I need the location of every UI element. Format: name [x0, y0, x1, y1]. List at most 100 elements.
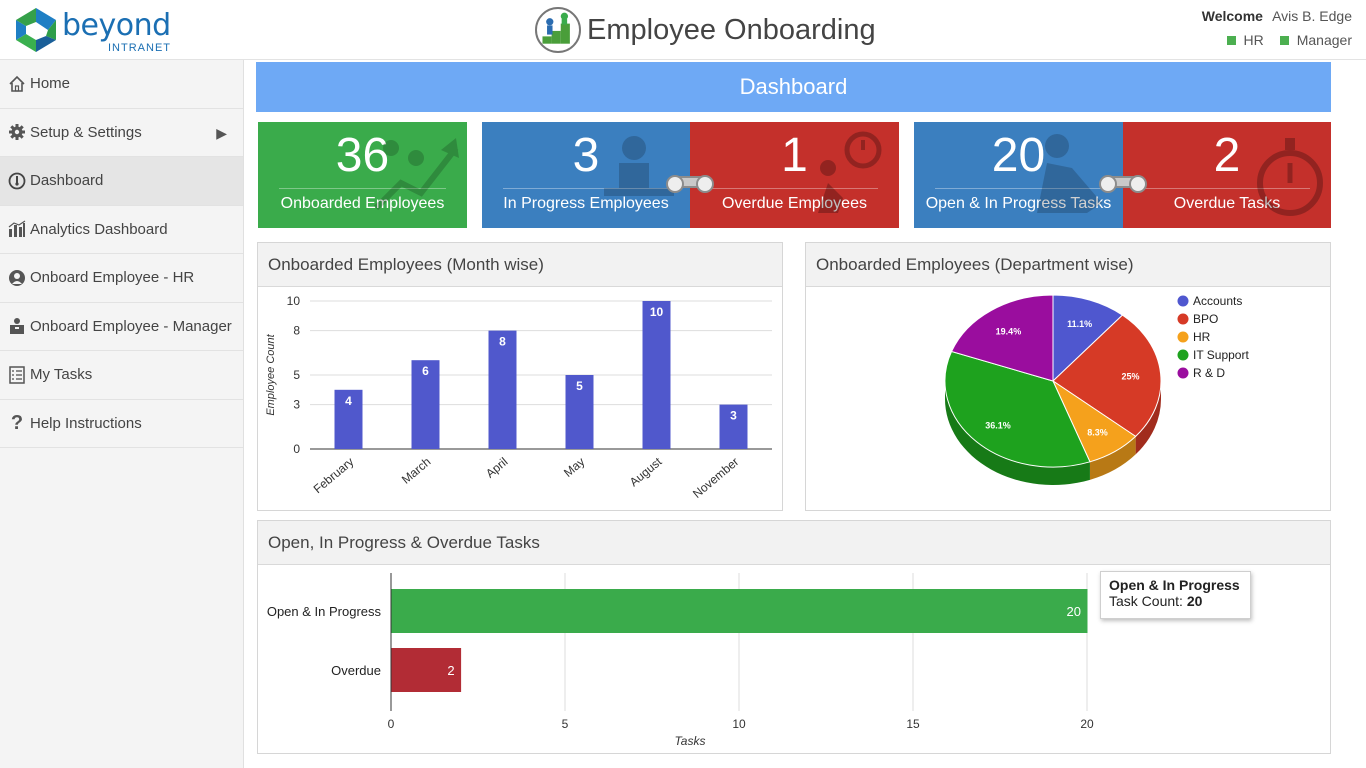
role-manager[interactable]: Manager — [1279, 32, 1352, 48]
header: beyond INTRANET Employee Onboarding Welc… — [0, 0, 1366, 60]
kpi-value: 36 — [335, 129, 390, 182]
tooltip-title: Open & In Progress — [1109, 577, 1240, 593]
x-tick-label: November — [690, 455, 741, 501]
logo-wordmark: beyond — [62, 8, 171, 43]
question-icon: ? — [10, 411, 24, 434]
sidebar-item-label: Dashboard — [30, 172, 104, 190]
pie-slice — [1052, 314, 1162, 438]
sidebar: Home Setup & Settings ▶ Dashboard Analyt… — [0, 60, 244, 768]
divider — [710, 188, 879, 189]
kpi-value: 3 — [572, 129, 600, 182]
bar — [565, 375, 594, 449]
x-tick-label: 5 — [562, 717, 569, 731]
legend-label: BPO — [1193, 312, 1218, 326]
gear-icon — [8, 123, 26, 141]
y-tick-label: Open & In Progress — [267, 604, 382, 619]
user-name[interactable]: Avis B. Edge — [1272, 8, 1352, 24]
kpi-label: Overdue Employees — [722, 195, 867, 212]
sidebar-item-help-instructions[interactable]: ? Help Instructions — [0, 400, 243, 448]
panel-title: Onboarded Employees (Department wise) — [806, 243, 1330, 287]
x-tick-label: 15 — [906, 717, 920, 731]
y-tick-label: 8 — [293, 324, 300, 338]
sidebar-item-dashboard[interactable]: Dashboard — [0, 157, 243, 206]
sidebar-item-label: Setup & Settings — [30, 123, 142, 141]
caret-right-icon: ▶ — [216, 124, 227, 141]
sidebar-item-label: Help Instructions — [30, 414, 142, 432]
bar-value-label: 4 — [345, 394, 352, 408]
bar-value-label: 6 — [422, 364, 429, 378]
pie-slice-label: 25% — [1121, 372, 1139, 382]
x-tick-label: August — [627, 454, 665, 489]
x-tick-label: 10 — [732, 717, 746, 731]
panel-month-wise: Onboarded Employees (Month wise) 0 3 5 8 10 E… — [257, 242, 783, 511]
panel-tasks: Open, In Progress & Overdue Tasks 0 5 10 15… — [257, 520, 1331, 754]
sidebar-item-my-tasks[interactable]: My Tasks — [0, 351, 243, 400]
pie-slice-side — [945, 381, 1090, 485]
sidebar-item-onboard-employee-manager[interactable]: Onboard Employee - Manager — [0, 303, 243, 351]
kpi-label: In Progress Employees — [503, 195, 669, 212]
kpi-open-in-progress-tasks[interactable]: 20 Open & In Progress Tasks — [914, 122, 1123, 228]
x-tick-label: 20 — [1080, 717, 1094, 731]
bar — [719, 404, 748, 449]
kpi-value: 20 — [991, 129, 1046, 182]
sidebar-item-home[interactable]: Home — [0, 60, 243, 109]
sidebar-item-label: Analytics Dashboard — [30, 220, 168, 238]
kpi-overdue-tasks[interactable]: 2 Overdue Tasks — [1123, 122, 1331, 228]
worker-icon — [1037, 134, 1102, 213]
panel-department-wise: Onboarded Employees (Department wise) 11… — [805, 242, 1331, 511]
legend-label: R & D — [1193, 366, 1225, 380]
tooltip-body: Task Count: 20 — [1109, 593, 1203, 609]
sidebar-item-analytics-dashboard[interactable]: Analytics Dashboard — [0, 206, 243, 254]
home-icon — [8, 75, 26, 93]
role-list: HR Manager — [1202, 32, 1352, 48]
dashboard-icon — [8, 172, 26, 190]
running-clock-icon — [818, 131, 882, 213]
bar — [488, 330, 517, 449]
pie-slice-label: 19.4% — [996, 326, 1022, 336]
divider — [502, 188, 670, 189]
chart-tooltip: Open & In Progress Task Count: 20 — [1100, 571, 1251, 619]
logo-subtitle: INTRANET — [108, 42, 171, 54]
kpi-label: Onboarded Employees — [280, 195, 445, 212]
bar — [334, 389, 363, 449]
divider — [278, 188, 447, 189]
sidebar-item-setup-settings[interactable]: Setup & Settings ▶ — [0, 109, 243, 157]
bar — [391, 589, 1088, 633]
growth-chart-icon — [373, 138, 459, 211]
x-tick-label: February — [311, 455, 357, 497]
panel-title: Onboarded Employees (Month wise) — [258, 243, 782, 287]
y-tick-label: 10 — [287, 294, 301, 308]
kpi-value: 2 — [1213, 129, 1241, 182]
sidebar-item-label: Onboard Employee - Manager — [30, 317, 232, 335]
page-title: Dashboard — [256, 62, 1331, 112]
bar-chart-icon — [8, 220, 26, 238]
bar-value-label: 8 — [499, 335, 506, 349]
link-connector-icon — [1099, 175, 1147, 193]
bar-value-label: 5 — [576, 379, 583, 393]
link-connector-icon — [666, 175, 714, 193]
logo[interactable]: beyond INTRANET — [12, 6, 182, 54]
kpi-in-progress-employees[interactable]: 3 In Progress Employees — [482, 122, 690, 228]
user-icon — [8, 269, 26, 287]
sidebar-item-label: Home — [30, 75, 71, 93]
y-tick-label: Overdue — [331, 663, 381, 678]
kpi-overdue-employees[interactable]: 1 Overdue Employees — [690, 122, 899, 228]
kpi-onboarded-employees[interactable]: 36 Onboarded Employees — [258, 122, 467, 228]
bar-value-label: 3 — [730, 409, 737, 423]
y-tick-label: 0 — [293, 442, 300, 456]
pie-slice — [950, 294, 1054, 382]
x-tick-label: March — [399, 455, 434, 487]
briefcase-user-icon — [8, 317, 26, 335]
role-indicator-icon — [1279, 35, 1289, 45]
role-hr[interactable]: HR — [1226, 32, 1264, 48]
sidebar-item-onboard-employee-hr[interactable]: Onboard Employee - HR — [0, 254, 243, 303]
sidebar-item-label: Onboard Employee - HR — [30, 269, 195, 287]
department-pie-chart: 11.1% 25% 8.3% 36.1% 19.4% Accounts BPO HR IT Su… — [944, 294, 1249, 485]
legend-marker — [1177, 367, 1189, 379]
x-tick-label: 0 — [388, 717, 395, 731]
bar-value-label: 2 — [447, 663, 454, 678]
logo-mark-icon — [16, 8, 56, 52]
legend-label: Accounts — [1193, 294, 1242, 308]
pie-slice-label: 36.1% — [985, 421, 1011, 431]
bar-value-label: 20 — [1067, 604, 1081, 619]
